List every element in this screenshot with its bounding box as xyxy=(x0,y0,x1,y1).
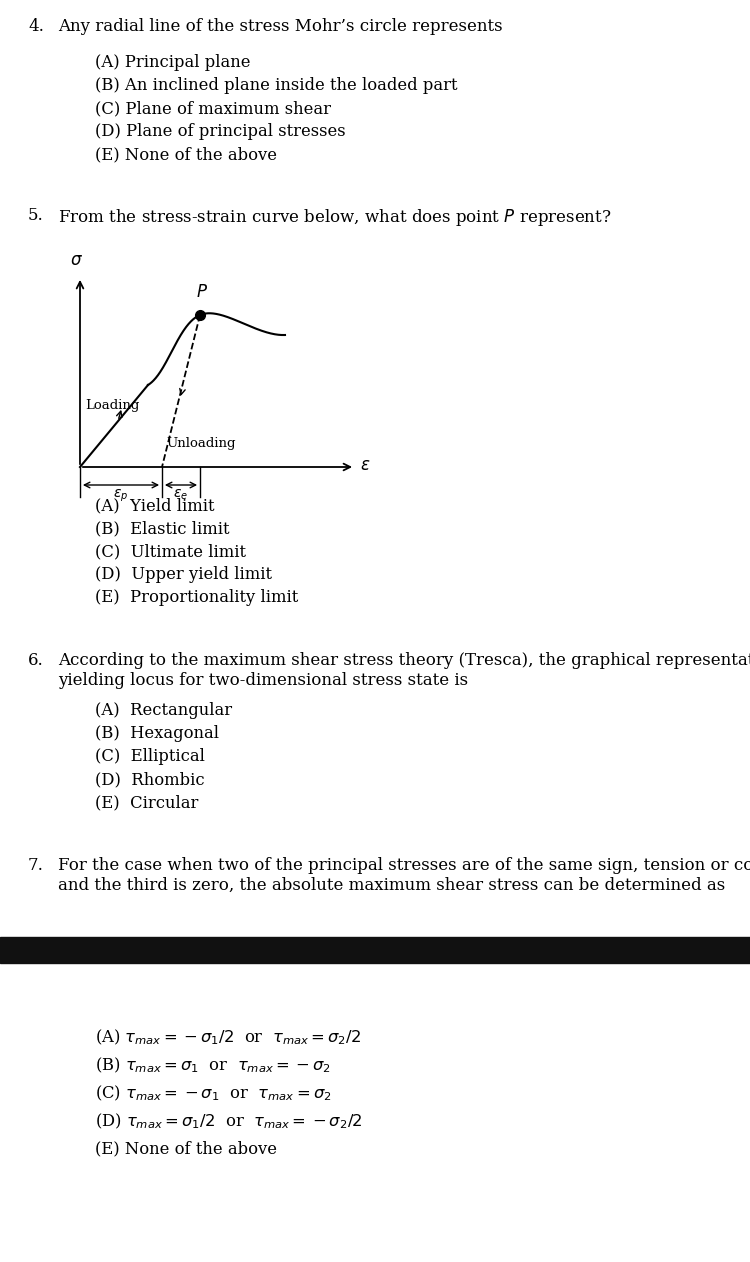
Text: According to the maximum shear stress theory (Tresca), the graphical representat: According to the maximum shear stress th… xyxy=(58,652,750,669)
Text: 5.: 5. xyxy=(28,207,44,223)
Text: (C)  Ultimate limit: (C) Ultimate limit xyxy=(95,543,246,560)
Text: (E)  Circular: (E) Circular xyxy=(95,794,198,811)
Text: 6.: 6. xyxy=(28,652,44,669)
Text: and the third is zero, the absolute maximum shear stress can be determined as: and the third is zero, the absolute maxi… xyxy=(58,877,725,893)
Text: Unloading: Unloading xyxy=(166,437,236,451)
Text: (B) $\tau_{max} = \sigma_1$  or  $\tau_{max} = -\sigma_2$: (B) $\tau_{max} = \sigma_1$ or $\tau_{ma… xyxy=(95,1056,331,1075)
Text: (A)  Rectangular: (A) Rectangular xyxy=(95,702,232,719)
Text: (C)  Elliptical: (C) Elliptical xyxy=(95,748,205,765)
Text: (B) An inclined plane inside the loaded part: (B) An inclined plane inside the loaded … xyxy=(95,77,458,93)
Text: $P$: $P$ xyxy=(196,284,208,302)
Text: For the case when two of the principal stresses are of the same sign, tension or: For the case when two of the principal s… xyxy=(58,857,750,875)
Text: (C) Plane of maximum shear: (C) Plane of maximum shear xyxy=(95,100,331,117)
Text: (A) $\tau_{max} = -\sigma_1/2$  or  $\tau_{max} = \sigma_2/2$: (A) $\tau_{max} = -\sigma_1/2$ or $\tau_… xyxy=(95,1029,362,1047)
Text: (D)  Rhombic: (D) Rhombic xyxy=(95,771,205,787)
Text: 4.: 4. xyxy=(28,18,44,35)
Text: $\varepsilon$: $\varepsilon$ xyxy=(360,456,370,475)
Text: (B)  Hexagonal: (B) Hexagonal xyxy=(95,724,219,742)
Text: Loading: Loading xyxy=(85,399,140,411)
Text: (E) None of the above: (E) None of the above xyxy=(95,146,277,163)
Text: (D) Plane of principal stresses: (D) Plane of principal stresses xyxy=(95,122,346,140)
Text: (D) $\tau_{max} = \sigma_1/2$  or  $\tau_{max} = -\sigma_2/2$: (D) $\tau_{max} = \sigma_1/2$ or $\tau_{… xyxy=(95,1112,363,1132)
Bar xyxy=(0,936,750,963)
Text: From the stress-strain curve below, what does point $P$ represent?: From the stress-strain curve below, what… xyxy=(58,207,611,228)
Text: $\varepsilon_e$: $\varepsilon_e$ xyxy=(173,488,188,502)
Text: (D)  Upper yield limit: (D) Upper yield limit xyxy=(95,565,272,583)
Text: (E)  Proportionality limit: (E) Proportionality limit xyxy=(95,589,298,606)
Text: 7.: 7. xyxy=(28,857,44,875)
Text: (A) Principal plane: (A) Principal plane xyxy=(95,54,250,71)
Text: Any radial line of the stress Mohr’s circle represents: Any radial line of the stress Mohr’s cir… xyxy=(58,18,503,35)
Text: (E) None of the above: (E) None of the above xyxy=(95,1140,277,1157)
Text: yielding locus for two-dimensional stress state is: yielding locus for two-dimensional stres… xyxy=(58,671,468,689)
Text: (B)  Elastic limit: (B) Elastic limit xyxy=(95,520,230,538)
Text: (C) $\tau_{max} = -\sigma_1$  or  $\tau_{max} = \sigma_2$: (C) $\tau_{max} = -\sigma_1$ or $\tau_{m… xyxy=(95,1084,332,1103)
Text: $\varepsilon_p$: $\varepsilon_p$ xyxy=(113,488,128,505)
Text: (A)  Yield limit: (A) Yield limit xyxy=(95,497,214,514)
Text: $\sigma$: $\sigma$ xyxy=(70,251,82,269)
